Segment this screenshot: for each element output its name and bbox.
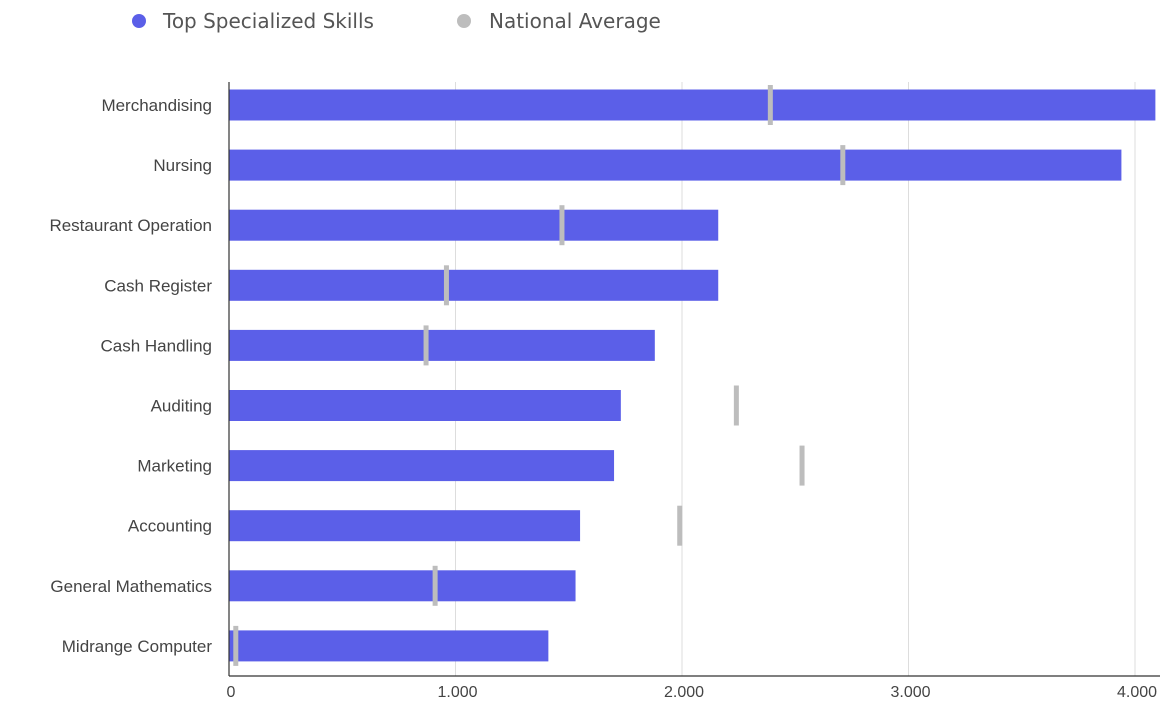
bar-midrange-computer xyxy=(229,630,549,662)
category-label-cash-handling: Cash Handling xyxy=(100,336,212,355)
national-average-marker-auditing xyxy=(733,385,739,426)
bar-cash-handling xyxy=(229,329,655,361)
national-average-markers xyxy=(233,85,846,666)
category-labels: Merchandising Nursing Restaurant Operation… xyxy=(49,96,212,656)
national-average-marker-restaurant-operation xyxy=(559,205,565,246)
legend-marker-top-specialized-skills xyxy=(132,14,146,28)
bar-restaurant-operation xyxy=(229,209,719,241)
x-tick-label-4: 4.000 xyxy=(1117,684,1157,701)
x-tick-labels: 0 1.000 2.000 3.000 4.000 xyxy=(227,684,1158,701)
national-average-marker-merchandising xyxy=(767,85,773,125)
national-average-marker-marketing xyxy=(799,445,805,486)
national-average-marker-cash-handling xyxy=(423,325,429,366)
legend-label-top-specialized-skills: Top Specialized Skills xyxy=(162,9,374,33)
bar-auditing xyxy=(229,390,621,421)
bars-series xyxy=(229,89,1156,662)
x-tick-label-2: 2.000 xyxy=(664,684,704,701)
category-label-nursing: Nursing xyxy=(153,156,212,175)
bar-merchandising xyxy=(229,89,1156,121)
bar-cash-register xyxy=(229,269,719,301)
legend-marker-national-average xyxy=(457,14,471,28)
category-label-accounting: Accounting xyxy=(128,517,212,536)
chart-legend: Top Specialized Skills National Average xyxy=(132,9,661,33)
x-tick-label-3: 3.000 xyxy=(890,684,930,701)
category-label-cash-register: Cash Register xyxy=(104,276,212,295)
x-tick-label-0: 0 xyxy=(227,684,236,701)
bar-nursing xyxy=(229,149,1122,181)
category-label-restaurant-operation: Restaurant Operation xyxy=(49,216,212,235)
bar-general-mathematics xyxy=(229,570,576,602)
category-label-auditing: Auditing xyxy=(151,397,212,416)
chart-axes xyxy=(228,82,1160,677)
national-average-marker-midrange-computer xyxy=(233,625,239,666)
category-label-midrange-computer: Midrange Computer xyxy=(62,637,213,656)
category-label-general-mathematics: General Mathematics xyxy=(50,577,212,596)
category-label-marketing: Marketing xyxy=(137,457,212,476)
bar-accounting xyxy=(229,510,581,542)
legend-label-national-average: National Average xyxy=(489,9,661,33)
x-tick-label-1: 1.000 xyxy=(437,684,477,701)
national-average-marker-nursing xyxy=(840,145,846,186)
national-average-marker-accounting xyxy=(677,505,683,546)
national-average-marker-general-mathematics xyxy=(432,565,438,606)
category-label-merchandising: Merchandising xyxy=(101,96,212,115)
bar-marketing xyxy=(229,450,615,482)
national-average-marker-cash-register xyxy=(443,265,449,306)
